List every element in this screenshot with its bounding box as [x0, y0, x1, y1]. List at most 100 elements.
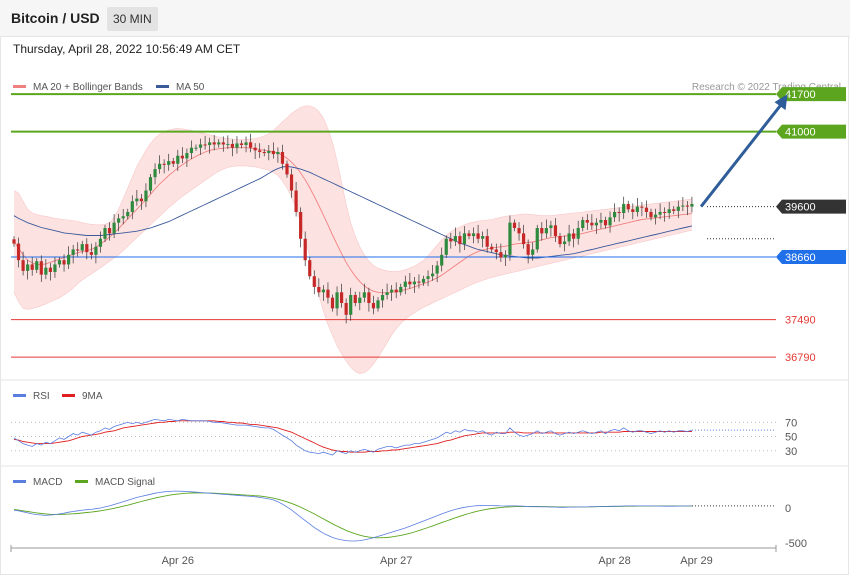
candle-body — [258, 150, 262, 152]
macd-line — [13, 490, 692, 542]
candle — [221, 136, 225, 152]
candle-body — [503, 254, 507, 258]
candle — [158, 155, 162, 174]
candle — [249, 133, 253, 153]
candle — [531, 242, 535, 261]
candle-body — [476, 233, 480, 239]
candle — [431, 264, 435, 281]
time-axis: Apr 26 Apr 27 Apr 28 Apr 29 — [10, 545, 777, 567]
candle — [258, 143, 262, 158]
legend-label: RSI — [33, 391, 50, 402]
candle-body — [335, 292, 339, 309]
macd-panel: MACD MACD Signal 0 -500 — [13, 477, 807, 550]
candle-body — [672, 209, 676, 211]
candle — [544, 219, 548, 238]
candle-body — [303, 238, 307, 261]
candle — [330, 294, 335, 312]
candle — [353, 291, 357, 307]
candle — [371, 295, 376, 315]
candle-body — [226, 143, 230, 145]
candle — [549, 220, 553, 237]
candle — [590, 214, 594, 230]
legend-swatch — [13, 85, 26, 88]
candle — [467, 230, 471, 240]
candle-body — [94, 246, 98, 255]
price-panel: MA 20 + Bollinger Bands MA 50 Research © 2… — [1, 82, 849, 467]
candle — [67, 246, 71, 270]
candle-body — [594, 222, 598, 226]
candle-body — [321, 289, 325, 293]
level-label-41000: 41000 — [785, 127, 816, 139]
candle-body — [617, 211, 621, 214]
candle — [653, 208, 658, 225]
candle — [594, 218, 598, 234]
candle-body — [12, 239, 16, 244]
candle — [522, 224, 526, 249]
candle-body — [171, 161, 175, 164]
macd-signal-line — [13, 492, 692, 539]
candle-body — [581, 220, 585, 229]
legend-swatch — [156, 85, 169, 88]
timeframe-badge[interactable]: 30 MIN — [107, 7, 158, 31]
candle — [98, 231, 103, 253]
candle — [390, 285, 394, 301]
rsi-panel: RSI 9MA 70 50 30 — [11, 391, 797, 458]
candle-body — [663, 211, 667, 214]
candle — [603, 216, 608, 229]
candle — [130, 195, 134, 220]
candle — [494, 243, 498, 260]
candle-body — [380, 294, 385, 301]
rsi-tick-label: 70 — [785, 417, 797, 429]
x-tick-label: Apr 29 — [680, 555, 712, 567]
candle-body — [198, 144, 203, 148]
candle-body — [194, 147, 198, 149]
candle — [663, 207, 667, 222]
candle — [567, 224, 571, 246]
candle — [667, 202, 671, 219]
candle-body — [562, 241, 567, 245]
candle — [121, 209, 125, 225]
legend-label: 9MA — [82, 391, 103, 402]
chart-datetime: Thursday, April 28, 2022 10:56:49 AM CET — [13, 42, 241, 56]
candle — [76, 242, 80, 257]
candle — [558, 232, 562, 248]
x-tick-label: Apr 28 — [598, 555, 630, 567]
candle-body — [98, 238, 103, 247]
candle-body — [499, 252, 503, 258]
candle — [89, 243, 93, 260]
candle-body — [299, 211, 303, 239]
candle — [385, 283, 389, 300]
candle — [212, 135, 216, 151]
level-label-36790: 36790 — [785, 352, 816, 364]
legend-label: MACD — [33, 477, 62, 488]
candle — [399, 283, 403, 296]
level-badge-41000 — [776, 124, 846, 139]
candle-body — [117, 218, 121, 223]
candle-body — [312, 276, 316, 287]
candle — [362, 283, 366, 303]
candle — [253, 143, 257, 159]
candle-body — [285, 163, 289, 175]
candle-body — [531, 249, 535, 255]
candle — [244, 136, 248, 153]
candle-body — [540, 228, 544, 234]
candle — [380, 289, 385, 308]
candle-body — [253, 147, 257, 151]
candle-body — [158, 163, 162, 170]
candle — [276, 147, 280, 163]
candle-body — [76, 249, 80, 251]
candle — [644, 200, 649, 218]
candle — [417, 274, 421, 289]
legend-label: MACD Signal — [95, 477, 155, 488]
x-tick-label: Apr 27 — [380, 555, 412, 567]
candle — [144, 183, 148, 208]
candle-body — [162, 163, 166, 165]
candle-body — [249, 142, 253, 148]
bollinger-upper-line — [13, 105, 692, 272]
legend-label: MA 20 + Bollinger Bands — [33, 82, 143, 93]
candle-body — [330, 297, 335, 309]
candle-body — [326, 289, 330, 298]
candle — [453, 227, 457, 246]
candle-body — [167, 161, 171, 165]
candle-body — [576, 228, 580, 239]
